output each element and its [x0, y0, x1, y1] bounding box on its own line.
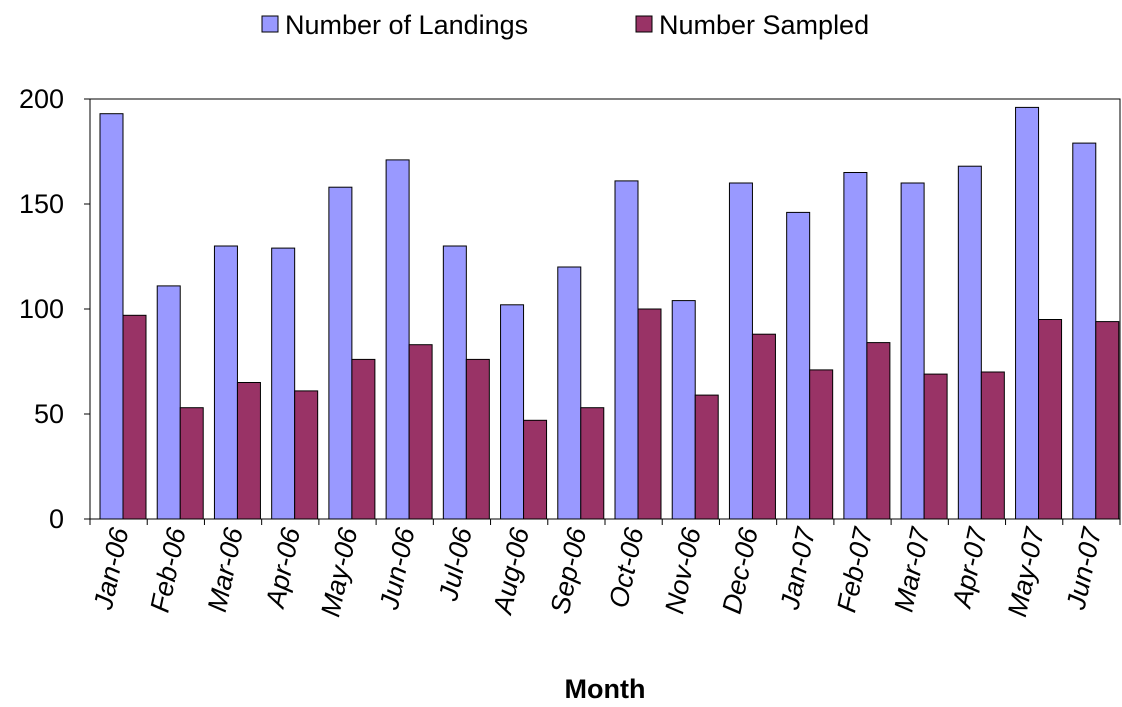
x-tick-label: Jun-06: [374, 524, 421, 613]
y-tick-label: 0: [49, 504, 64, 534]
bar: [900, 182, 925, 520]
bar: [523, 419, 548, 520]
bar: [1015, 106, 1040, 520]
x-tick-label: Aug-06: [487, 524, 535, 618]
legend-label: Number of Landings: [285, 10, 528, 40]
x-tick-label: Nov-06: [659, 524, 707, 616]
legend-swatch: [635, 15, 653, 33]
bar: [442, 245, 467, 520]
x-tick-label: Dec-06: [716, 524, 764, 616]
bar: [1038, 319, 1063, 520]
x-tick-label: Feb-06: [145, 524, 192, 615]
bar: [351, 358, 376, 520]
x-tick-label: Sep-06: [545, 524, 593, 616]
bar: [294, 390, 319, 520]
y-tick-label: 100: [19, 294, 64, 324]
bar: [500, 304, 525, 520]
bar: [236, 382, 261, 520]
bar: [99, 113, 124, 520]
bar: [614, 180, 639, 520]
x-tick-label: Mar-06: [202, 524, 249, 614]
y-tick-label: 50: [34, 399, 64, 429]
bar: [809, 369, 834, 520]
x-tick-label: Feb-07: [831, 524, 878, 615]
x-tick-label: Oct-06: [603, 524, 649, 610]
bar: [328, 186, 353, 520]
bar: [786, 211, 811, 520]
x-tick-label: Jul-06: [433, 524, 478, 604]
bar: [408, 344, 433, 520]
bar: [1095, 321, 1120, 520]
bar: [1072, 142, 1097, 520]
x-tick-label: May-06: [315, 524, 363, 619]
x-tick-label: May-07: [1002, 524, 1050, 619]
bar: [957, 165, 982, 520]
bar: [179, 407, 204, 520]
bar: [156, 285, 181, 520]
x-tick-label: Jan-07: [774, 524, 821, 613]
x-tick-label: Mar-07: [889, 524, 936, 614]
bar: [751, 333, 776, 520]
x-tick-label: Apr-06: [260, 524, 307, 612]
y-tick-label: 150: [19, 189, 64, 219]
bar: [694, 394, 719, 520]
bar: [122, 314, 147, 520]
x-tick-label: Apr-07: [946, 524, 993, 612]
bar: [671, 300, 696, 520]
x-tick-label: Jan-06: [88, 524, 135, 613]
bar: [728, 182, 753, 520]
bar: [637, 308, 662, 520]
bar: [923, 373, 948, 520]
bar: [385, 159, 410, 520]
bar: [213, 245, 238, 520]
x-axis-title: Month: [565, 674, 646, 702]
legend-swatch: [261, 15, 279, 33]
bar: [271, 247, 296, 520]
x-tick-label: Jun-07: [1061, 524, 1108, 613]
bar: [843, 172, 868, 520]
bar: [557, 266, 582, 520]
bar: [580, 407, 605, 520]
legend-label: Number Sampled: [659, 10, 869, 40]
bar: [465, 358, 490, 520]
bar: [866, 342, 891, 520]
y-tick-label: 200: [19, 84, 64, 114]
bar: [980, 371, 1005, 520]
